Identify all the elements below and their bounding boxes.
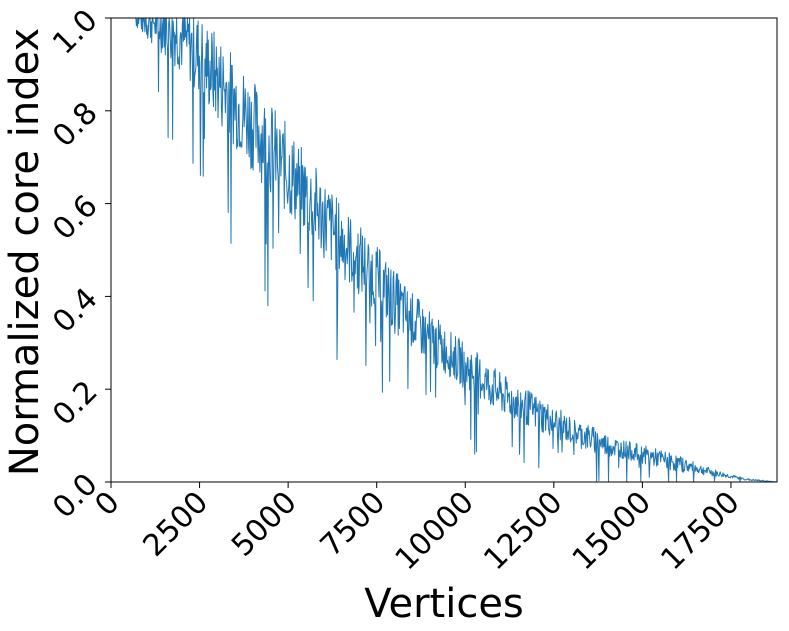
plot-frame [110, 17, 778, 483]
y-tick-label: 0.0 [46, 467, 104, 525]
series-line [135, 17, 777, 483]
y-tick-label: 0.4 [46, 281, 104, 339]
plot-area [135, 17, 777, 483]
y-tick-label: 0.8 [46, 96, 104, 154]
x-tick-label: 10000 [389, 485, 481, 577]
y-axis-title: Normalized core index [2, 28, 48, 476]
y-axis: 0.0 0.2 0.4 0.6 0.8 1.0 [46, 3, 111, 525]
y-tick-label: 0.2 [46, 374, 104, 432]
x-tick-label: 12500 [477, 485, 569, 577]
y-tick-label: 0.6 [46, 189, 104, 247]
x-tick-label: 7500 [314, 485, 393, 564]
x-tick-label: 2500 [136, 485, 215, 564]
x-tick-label: 15000 [566, 485, 658, 577]
x-axis-title: Vertices [364, 581, 524, 627]
x-tick-label: 5000 [225, 485, 304, 564]
x-tick-label: 17500 [654, 485, 746, 577]
y-tick-label: 1.0 [46, 3, 104, 61]
